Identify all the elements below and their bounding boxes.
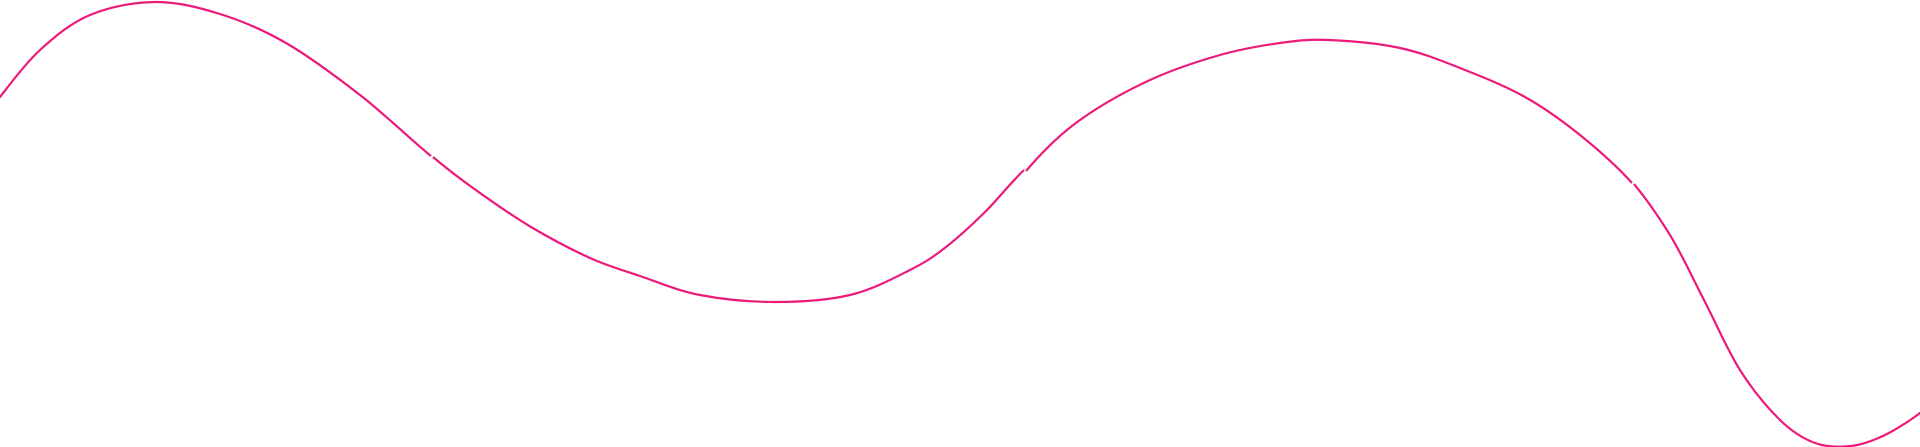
wave-curve-segment: [1025, 38, 1633, 184]
wave-curve-segment: [0, 0, 432, 157]
wave-curve-segment: [1633, 183, 1920, 447]
wave-curve-segment: [432, 156, 1025, 304]
